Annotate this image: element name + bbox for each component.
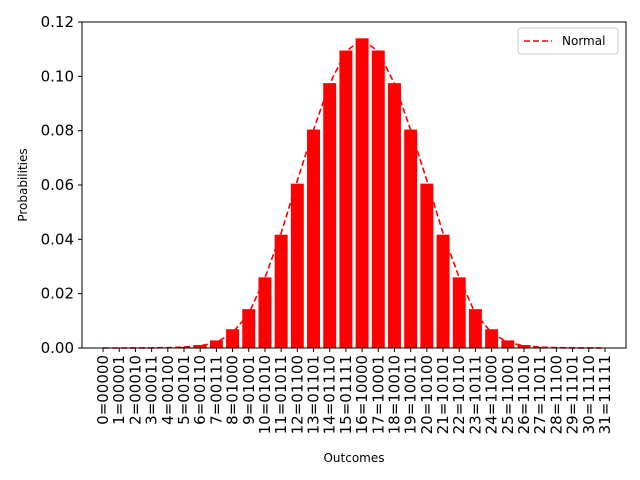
x-tick-label-21: 21=10101 [434, 355, 452, 434]
x-tick-label-23: 23=10111 [466, 355, 484, 434]
x-tick-label-13: 13=01101 [305, 355, 323, 434]
legend: Normal [517, 27, 619, 55]
y-tick-label-4: 0.08 [41, 122, 74, 140]
x-tick-label-19: 19=10011 [402, 355, 420, 434]
x-tick-label-10: 10=01010 [256, 355, 274, 434]
x-tick-label-31: 31=11111 [596, 355, 614, 434]
bar-19 [404, 129, 418, 348]
x-tick-label-24: 24=11000 [483, 355, 501, 434]
x-tick-label-15: 15=01111 [337, 355, 355, 434]
x-axis: 0=000001=000012=000103=000114=001005=001… [94, 348, 614, 434]
x-tick-label-26: 26=11010 [515, 355, 533, 434]
bar-25 [501, 340, 515, 348]
x-tick-label-30: 30=11110 [580, 355, 598, 434]
x-tick-label-7: 7=00111 [207, 355, 225, 425]
bar-8 [226, 329, 240, 348]
bar-16 [355, 38, 369, 349]
bar-24 [485, 329, 499, 348]
x-tick-label-1: 1=00001 [110, 355, 128, 425]
x-tick-label-9: 9=01001 [240, 355, 258, 425]
x-tick-label-0: 0=00000 [94, 355, 112, 425]
bar-23 [468, 309, 482, 348]
bar-26 [517, 345, 531, 348]
x-tick-label-25: 25=11001 [499, 355, 517, 434]
bar-27 [533, 346, 547, 348]
legend-box [517, 27, 619, 55]
y-tick-label-5: 0.10 [41, 67, 74, 85]
bar-14 [323, 83, 337, 349]
bar-9 [242, 309, 256, 348]
x-tick-label-29: 29=11101 [564, 355, 582, 434]
bar-11 [274, 234, 288, 348]
bar-22 [452, 277, 466, 348]
bar-7 [209, 340, 223, 348]
x-tick-label-20: 20=10100 [418, 355, 436, 434]
x-tick-label-18: 18=10010 [385, 355, 403, 434]
x-tick-label-22: 22=10110 [450, 355, 468, 434]
y-tick-label-3: 0.06 [41, 176, 74, 194]
y-axis: 0.00 0.02 0.04 0.06 0.08 0.10 0.12 [41, 13, 82, 357]
bars-group [96, 38, 612, 349]
x-tick-label-27: 27=11011 [531, 355, 549, 434]
bar-12 [290, 183, 304, 348]
x-tick-label-2: 2=00010 [126, 355, 144, 425]
x-tick-label-6: 6=00110 [191, 355, 209, 425]
x-tick-label-28: 28=11100 [547, 355, 565, 434]
x-tick-label-3: 3=00011 [143, 355, 161, 425]
x-tick-label-11: 11=01011 [272, 355, 290, 434]
x-tick-label-14: 14=01110 [321, 355, 339, 434]
x-axis-label: Outcomes [323, 451, 384, 465]
legend-normal-label: Normal [562, 34, 605, 48]
bar-6 [193, 345, 207, 348]
y-tick-label-0: 0.00 [41, 339, 74, 357]
x-tick-label-12: 12=01100 [288, 355, 306, 434]
y-axis-label: Probabilities [16, 148, 30, 221]
normal-curve-line [103, 38, 605, 349]
bar-17 [371, 50, 385, 349]
bar-10 [258, 277, 272, 348]
bar-15 [339, 50, 353, 349]
bar-20 [420, 183, 434, 348]
x-tick-label-4: 4=00100 [159, 355, 177, 425]
bar-18 [388, 83, 401, 349]
y-tick-label-6: 0.12 [41, 13, 74, 31]
bar-13 [307, 129, 320, 348]
x-tick-label-8: 8=01000 [224, 355, 242, 425]
x-tick-label-5: 5=00101 [175, 355, 193, 425]
x-tick-label-17: 17=10001 [369, 355, 387, 434]
x-tick-label-16: 16=10000 [353, 355, 371, 434]
y-tick-label-2: 0.04 [41, 230, 74, 248]
bar-5 [177, 346, 191, 348]
y-tick-label-1: 0.02 [41, 285, 74, 303]
bar-21 [436, 234, 450, 348]
